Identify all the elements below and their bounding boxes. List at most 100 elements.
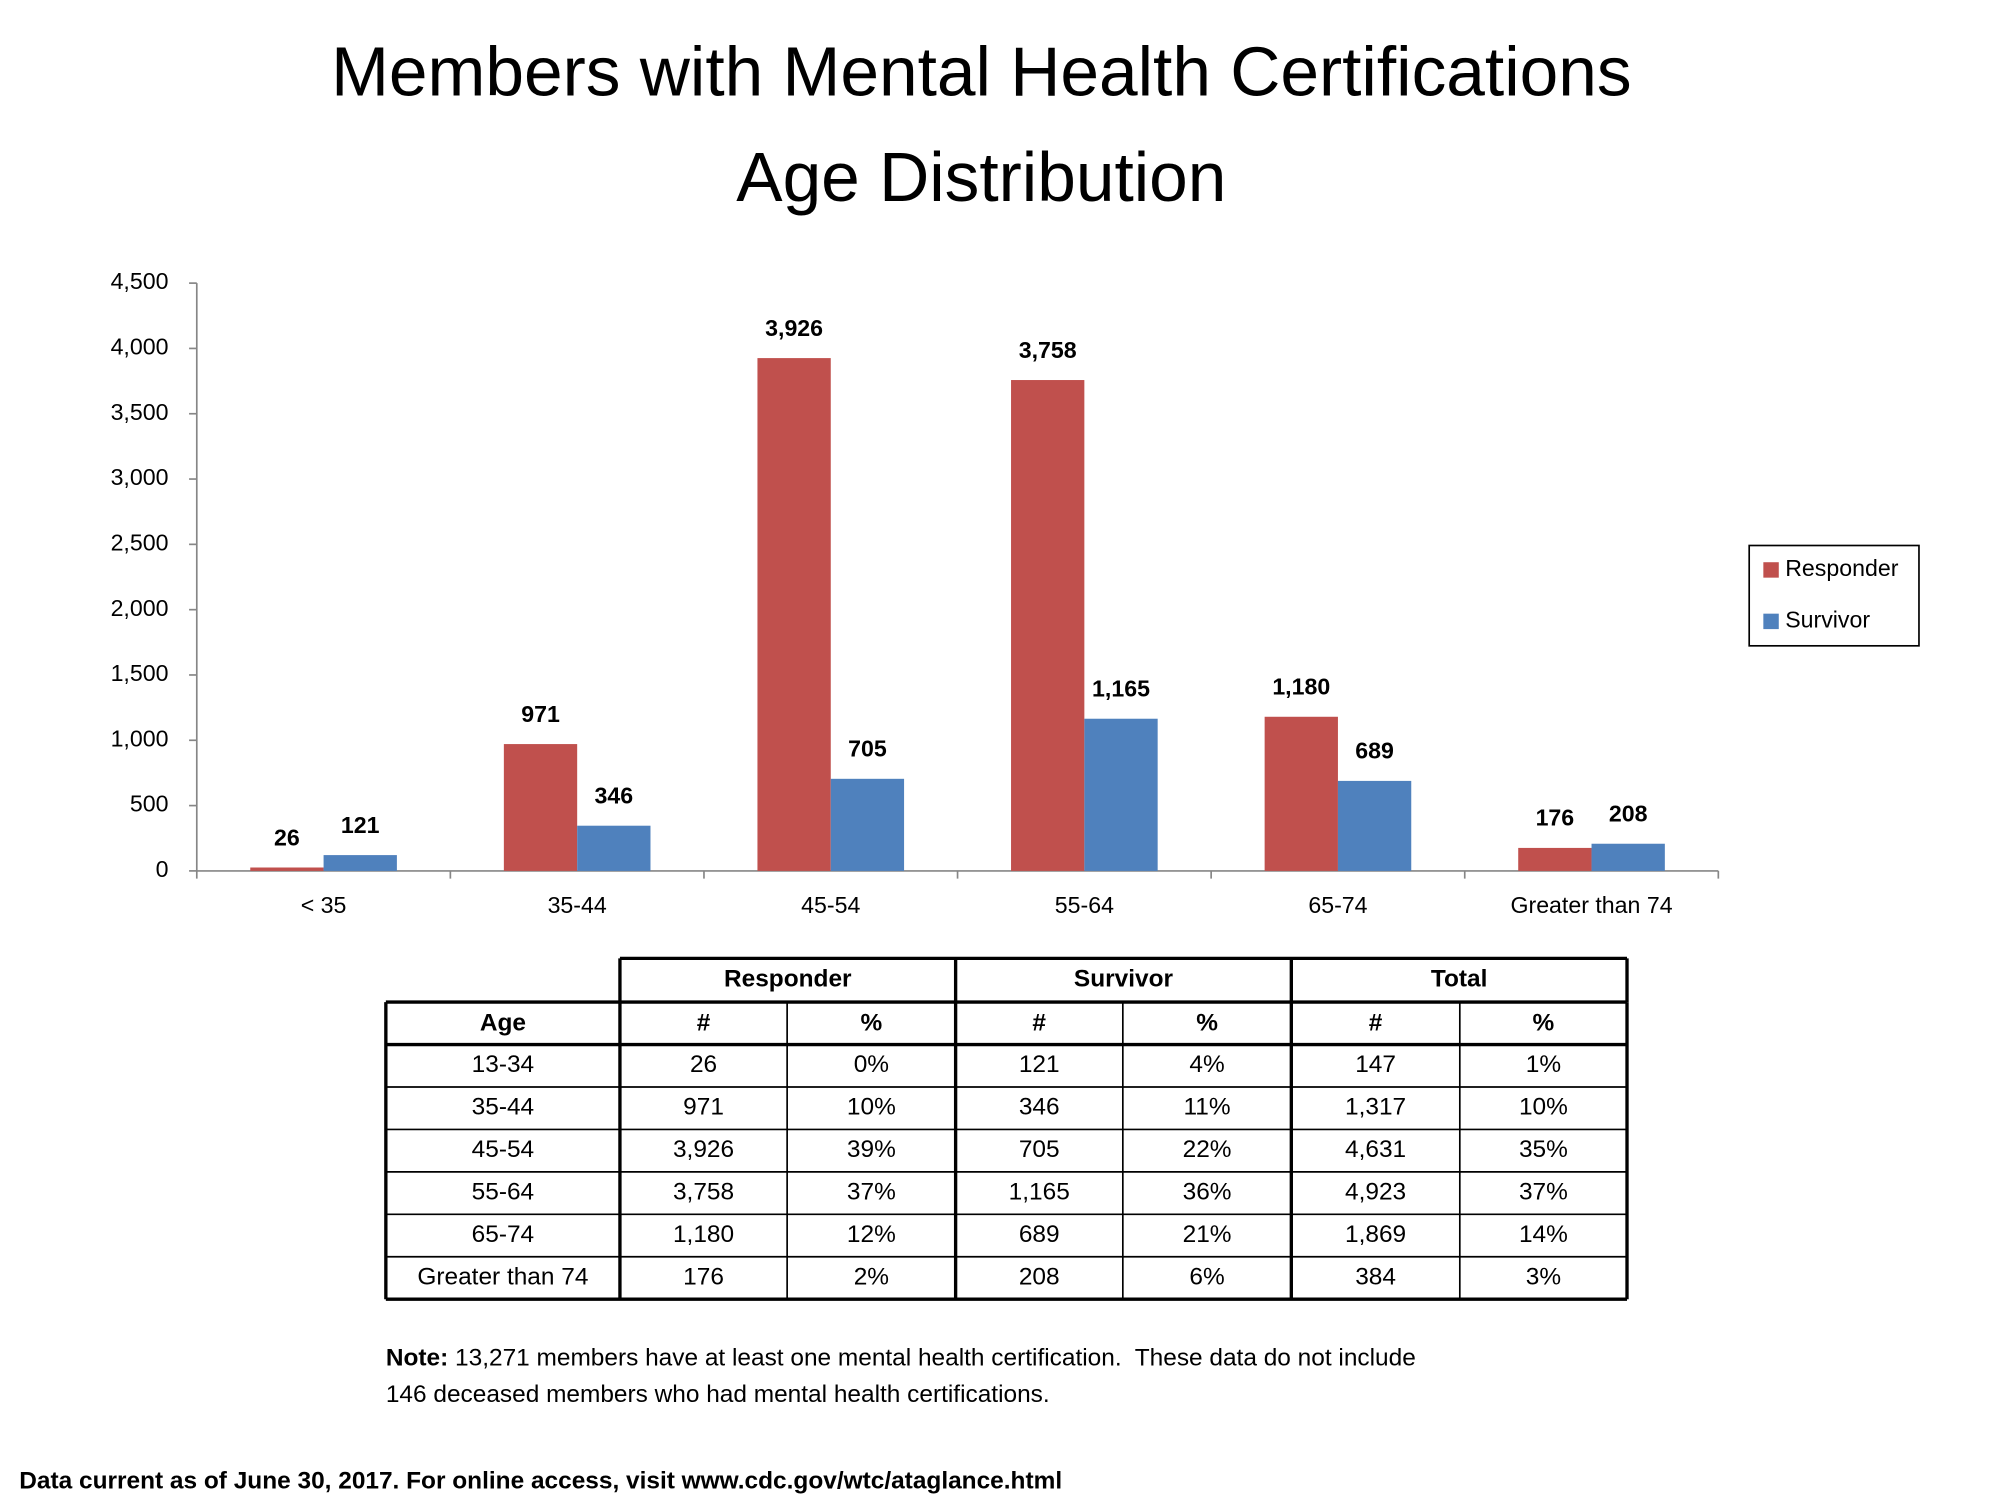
table-cell: 689 [1019, 1221, 1060, 1248]
value-label: 3,926 [765, 315, 823, 341]
table-column-header: # [1032, 1009, 1046, 1036]
x-tick-label: < 35 [301, 892, 347, 918]
value-label: 1,180 [1272, 674, 1330, 700]
y-tick-label: 1,000 [111, 725, 169, 751]
bar [1591, 843, 1665, 871]
table-cell: 12% [847, 1221, 896, 1248]
table-cell: 39% [847, 1136, 896, 1163]
y-tick-label: 500 [130, 791, 169, 817]
bar [503, 744, 578, 871]
value-label: 1,165 [1092, 676, 1150, 702]
value-label: 26 [274, 824, 300, 850]
value-label: 689 [1355, 738, 1394, 764]
x-tick-label: 65-74 [1308, 892, 1367, 918]
table-cell: 1,317 [1345, 1094, 1406, 1121]
bar [250, 867, 324, 871]
table-cell: 35-44 [472, 1094, 534, 1121]
table-cell: 3,758 [673, 1179, 734, 1206]
table-column-header: # [697, 1009, 711, 1036]
value-label: 346 [595, 783, 634, 809]
table-cell: 0% [854, 1051, 889, 1078]
table-cell: 4,631 [1345, 1136, 1406, 1163]
table-column-header: % [1533, 1009, 1555, 1036]
y-tick-label: 2,500 [111, 529, 169, 555]
value-label: 176 [1536, 805, 1575, 831]
bar [1518, 847, 1592, 871]
bar [1337, 780, 1412, 871]
table-cell: 4% [1189, 1051, 1224, 1078]
table-cell: 1,165 [1009, 1179, 1070, 1206]
table-cell: 65-74 [472, 1221, 534, 1248]
table-cell: 1,869 [1345, 1221, 1406, 1248]
table-cell: 26 [690, 1051, 717, 1078]
table-cell: 14% [1519, 1221, 1568, 1248]
table-cell: 10% [847, 1094, 896, 1121]
bar [1084, 718, 1158, 871]
table-column-header: % [861, 1009, 883, 1036]
note-label: Note: [386, 1345, 448, 1372]
value-label: 208 [1609, 801, 1648, 827]
chart-title: Members with Mental Health Certification… [331, 33, 1632, 111]
x-tick-label: 35-44 [548, 892, 607, 918]
x-tick-label: Greater than 74 [1510, 892, 1672, 918]
table-cell: 35% [1519, 1136, 1568, 1163]
table-cell: 13-34 [472, 1051, 534, 1078]
table-cell: 1,180 [673, 1221, 734, 1248]
table-group-header: Responder [724, 966, 852, 993]
y-tick-label: 3,500 [111, 399, 169, 425]
bar [757, 358, 831, 871]
table-column-header: % [1196, 1009, 1218, 1036]
y-tick-label: 3,000 [111, 464, 169, 490]
table-cell: 6% [1189, 1263, 1224, 1290]
table-cell: 21% [1183, 1221, 1232, 1248]
value-label: 971 [521, 701, 560, 727]
chart-subtitle: Age Distribution [736, 138, 1226, 216]
y-tick-label: 2,000 [111, 595, 169, 621]
table-cell: 55-64 [472, 1179, 534, 1206]
table-cell: 147 [1355, 1051, 1396, 1078]
note-text: 146 deceased members who had mental heal… [386, 1381, 1050, 1408]
table-cell: 36% [1183, 1179, 1232, 1206]
bar [1011, 380, 1085, 871]
table-cell: 384 [1355, 1263, 1396, 1290]
y-tick-label: 4,500 [111, 268, 169, 294]
table-cell: Greater than 74 [417, 1263, 588, 1290]
table-group-header: Total [1431, 966, 1488, 993]
table-cell: 176 [683, 1263, 724, 1290]
legend-swatch [1763, 562, 1779, 578]
legend-swatch [1763, 613, 1779, 630]
table-cell: 208 [1019, 1263, 1060, 1290]
legend-label: Survivor [1785, 606, 1870, 632]
table-cell: 11% [1184, 1094, 1231, 1121]
table-cell: 971 [683, 1094, 724, 1121]
table-cell: 45-54 [472, 1136, 534, 1163]
table-cell: 22% [1183, 1136, 1232, 1163]
y-tick-label: 1,500 [111, 660, 169, 686]
x-tick-label: 45-54 [801, 892, 860, 918]
note-text: 13,271 members have at least one mental … [455, 1345, 1416, 1372]
table-column-header: # [1369, 1009, 1383, 1036]
table-cell: 2% [854, 1263, 889, 1290]
legend-label: Responder [1785, 555, 1899, 581]
table-cell: 121 [1019, 1051, 1060, 1078]
note: Note: 13,271 members have at least one m… [386, 1345, 1416, 1372]
y-tick-label: 4,000 [111, 334, 169, 360]
footer: Data current as of June 30, 2017. For on… [19, 1467, 1062, 1494]
table-cell: 705 [1019, 1136, 1060, 1163]
table-cell: 3,926 [673, 1136, 734, 1163]
table-cell: 10% [1519, 1094, 1568, 1121]
table-cell: 4,923 [1345, 1179, 1406, 1206]
table-cell: 346 [1019, 1094, 1060, 1121]
y-tick-label: 0 [156, 856, 169, 882]
table-cell: 37% [847, 1179, 896, 1206]
bar [323, 855, 397, 871]
table-cell: 37% [1519, 1179, 1568, 1206]
bar [577, 825, 651, 871]
bar [1264, 716, 1338, 871]
value-label: 121 [341, 812, 380, 838]
bar [830, 778, 905, 871]
value-label: 705 [848, 736, 887, 762]
x-tick-label: 55-64 [1055, 892, 1114, 918]
